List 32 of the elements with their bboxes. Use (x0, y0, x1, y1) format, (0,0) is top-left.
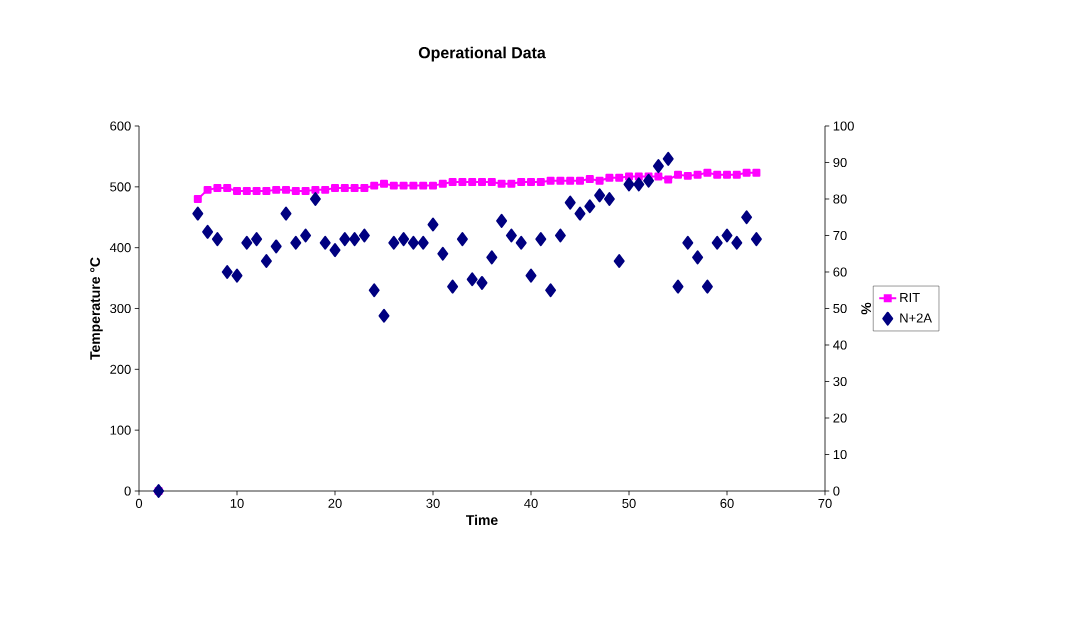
x-tick-label: 10 (230, 498, 244, 508)
y2-tick-label: 80 (833, 194, 847, 204)
y2-axis-title: % (861, 302, 872, 315)
y2-tick-label: 10 (833, 449, 847, 460)
y-tick-label: 500 (110, 182, 131, 192)
x-axis-title: Time (466, 514, 498, 526)
x-tick-label: 50 (622, 498, 636, 508)
x-tick-label: 60 (720, 498, 734, 508)
y2-tick-label: 0 (833, 486, 840, 496)
y-tick-label: 200 (110, 364, 131, 374)
x-tick-label: 70 (818, 498, 832, 508)
y-tick-label: 600 (110, 121, 131, 131)
y-tick-label: 100 (110, 425, 131, 435)
y2-tick-label: 40 (833, 340, 847, 350)
legend-label: N+2A (900, 313, 932, 323)
x-tick-label: 40 (524, 498, 538, 508)
legend-label: RIT (900, 293, 920, 302)
y-tick-label: 0 (124, 486, 131, 496)
x-tick-label: 20 (328, 498, 342, 508)
y2-tick-label: 100 (833, 121, 854, 131)
y-axis-title: Temperature °C (90, 257, 103, 360)
y2-tick-label: 90 (833, 157, 847, 168)
y-tick-label: 300 (110, 303, 131, 314)
x-tick-label: 0 (135, 498, 143, 508)
x-tick-label: 30 (426, 498, 440, 508)
y2-tick-label: 50 (833, 303, 847, 314)
y2-tick-label: 30 (833, 376, 847, 387)
y2-tick-label: 60 (833, 267, 847, 277)
y2-tick-label: 70 (833, 230, 847, 241)
y2-tick-label: 20 (833, 413, 847, 423)
chart-title: Operational Data (418, 46, 546, 62)
y-tick-label: 400 (109, 243, 131, 253)
